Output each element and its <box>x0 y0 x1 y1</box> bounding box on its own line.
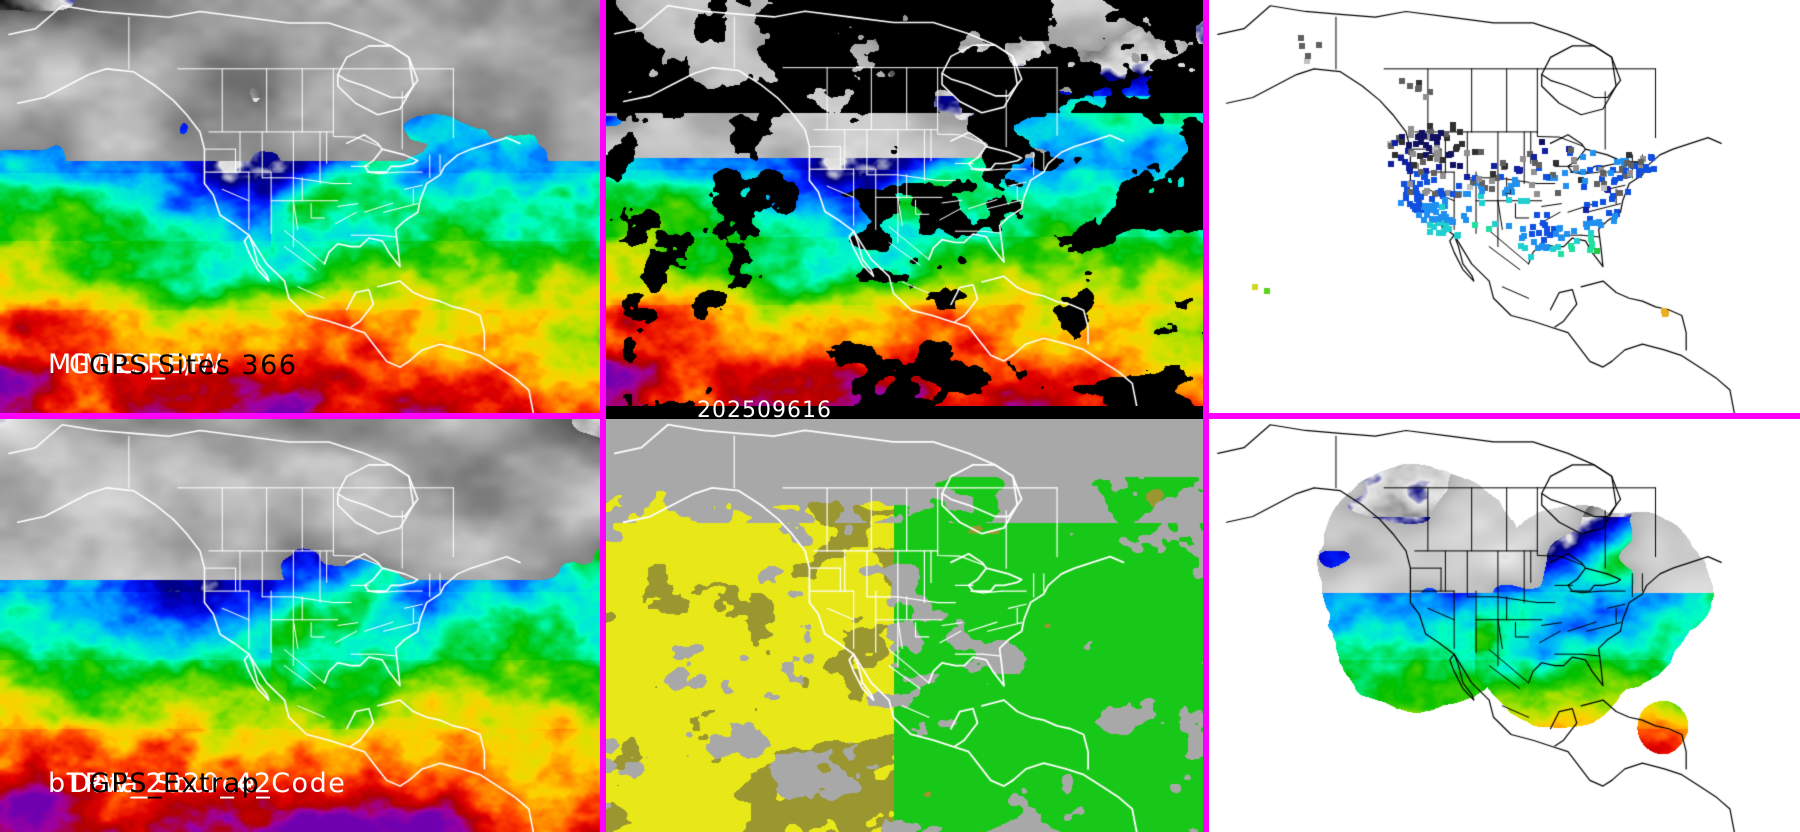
gps-extrap-map <box>1209 419 1800 832</box>
panel-goes-ew[interactable] <box>606 0 1203 406</box>
panel-data-source-code[interactable] <box>606 419 1203 832</box>
goes-ew-map <box>606 0 1203 406</box>
gps-sites-map <box>1209 0 1800 413</box>
btpw-map <box>0 419 600 832</box>
panel-gps-sites[interactable] <box>1209 0 1800 413</box>
panel-btpw[interactable] <box>0 419 600 832</box>
mimic-rdf-map <box>0 0 600 413</box>
panel-gps-extrap[interactable] <box>1209 419 1800 832</box>
timestamp-strip <box>606 406 1203 419</box>
data-source-code-map <box>606 419 1203 832</box>
panel-mimic-rdf[interactable] <box>0 0 600 413</box>
